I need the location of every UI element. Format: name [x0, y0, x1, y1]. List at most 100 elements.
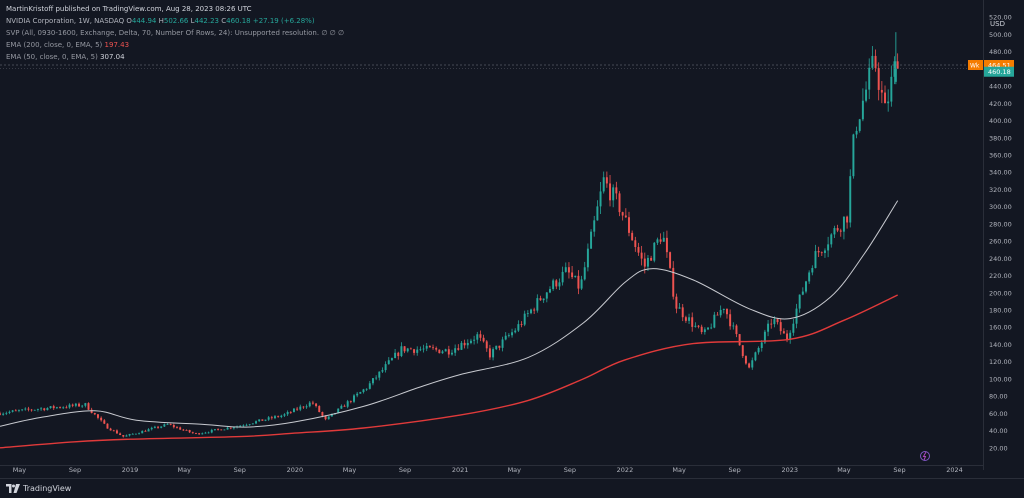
candle-body: [751, 360, 754, 368]
candle-body: [823, 250, 826, 253]
close-label: C: [221, 17, 227, 25]
candle-body: [542, 298, 545, 301]
orange-price-badge: [984, 60, 1014, 71]
candle-body: [349, 401, 352, 403]
candle-body: [81, 405, 84, 407]
candle-body: [659, 239, 662, 242]
candle-body: [476, 334, 479, 340]
candle-body: [416, 349, 419, 353]
candle-body: [814, 251, 817, 269]
candle-body: [387, 360, 390, 365]
candle-body: [318, 406, 321, 413]
candle-body: [722, 308, 725, 310]
ohlc-line: NVIDIA Corporation, 1W, NASDAQ O444.94 H…: [6, 15, 344, 27]
candle-body: [359, 392, 362, 394]
candle-body: [839, 230, 842, 232]
open-value: 444.94: [131, 17, 157, 25]
y-tick-label: 400.00: [989, 117, 1012, 125]
candle-body: [213, 429, 216, 430]
y-tick-label: 80.00: [989, 393, 1008, 401]
candle-body: [782, 331, 785, 334]
dividend-marker[interactable]: [920, 451, 930, 461]
candle-body: [634, 240, 637, 248]
candle-body: [5, 412, 8, 414]
candle-body: [507, 335, 510, 337]
candle-body: [14, 410, 17, 412]
candle-body: [488, 348, 491, 358]
candle-body: [321, 412, 324, 416]
candle-body: [738, 334, 741, 346]
x-tick-label: Sep: [69, 466, 81, 474]
lightning-icon: [922, 451, 927, 461]
candle-body: [33, 409, 36, 411]
candle-body: [251, 423, 254, 425]
candle-body: [618, 193, 621, 213]
candle-body: [691, 317, 694, 327]
candle-body: [324, 415, 327, 420]
candle-body: [185, 429, 188, 431]
candle-body: [119, 433, 122, 435]
candle-body: [495, 345, 498, 350]
candle-body: [239, 425, 242, 427]
candle-body: [390, 358, 393, 361]
candle-body: [697, 325, 700, 327]
candle-body: [460, 342, 463, 350]
candle-body: [523, 313, 526, 325]
ema50-value: 307.04: [100, 53, 125, 61]
candle-body: [504, 335, 507, 340]
svp-label: SVP (All, 0930-1600, Exchange, Delta, 70…: [6, 29, 320, 37]
candle-body: [820, 252, 823, 254]
candle-body: [362, 389, 365, 393]
candle-body: [694, 325, 697, 327]
ema50-indicator-line[interactable]: EMA (50, close, 0, EMA, 5) 307.04: [6, 51, 344, 63]
ema50-line: [0, 200, 899, 428]
candle-body: [893, 61, 896, 77]
candle-body: [880, 89, 883, 93]
candle-body: [558, 282, 561, 287]
candle-body: [248, 424, 251, 426]
candle-body: [425, 345, 428, 349]
candle-body: [74, 403, 77, 406]
candle-body: [419, 349, 422, 351]
candle-body: [182, 429, 185, 431]
ema200-indicator-line[interactable]: EMA (200, close, 0, EMA, 5) 197.43: [6, 39, 344, 51]
currency-label[interactable]: USD: [990, 20, 1005, 28]
candle-body: [855, 130, 858, 135]
candle-body: [580, 279, 583, 289]
x-tick-label: 2024: [946, 466, 963, 474]
candle-body: [226, 427, 229, 430]
y-tick-label: 260.00: [989, 238, 1012, 246]
candle-body: [100, 417, 103, 421]
candle-body: [103, 420, 106, 424]
candle-body: [302, 406, 305, 408]
candle-body: [394, 352, 397, 359]
candle-body: [681, 307, 684, 318]
candle-body: [454, 348, 457, 353]
candle-body: [583, 267, 586, 280]
candle-body: [71, 404, 74, 406]
candle-body: [536, 298, 539, 311]
candle-body: [561, 271, 564, 283]
candle-body: [166, 424, 169, 425]
ema200-label: EMA (200, close, 0, EMA, 5): [6, 41, 103, 49]
candle-body: [552, 280, 555, 290]
candle-body: [808, 272, 811, 282]
high-label: H: [158, 17, 164, 25]
candle-body: [501, 339, 504, 348]
candle-body: [830, 234, 833, 245]
candle-body: [409, 348, 412, 350]
x-tick-label: 2021: [452, 466, 469, 474]
candle-body: [811, 268, 814, 273]
svp-indicator-line[interactable]: SVP (All, 0930-1600, Exchange, Delta, 70…: [6, 27, 344, 39]
candle-body: [574, 275, 577, 278]
chart-info-panel: MartinKristoff published on TradingView.…: [6, 3, 344, 63]
tradingview-footer[interactable]: TradingView: [6, 484, 71, 493]
candle-body: [144, 430, 147, 432]
candle-body: [201, 433, 204, 435]
candle-body: [548, 289, 551, 293]
candle-body: [858, 119, 861, 131]
candle-body: [55, 407, 58, 409]
candle-body: [384, 364, 387, 371]
y-tick-label: 420.00: [989, 100, 1012, 108]
